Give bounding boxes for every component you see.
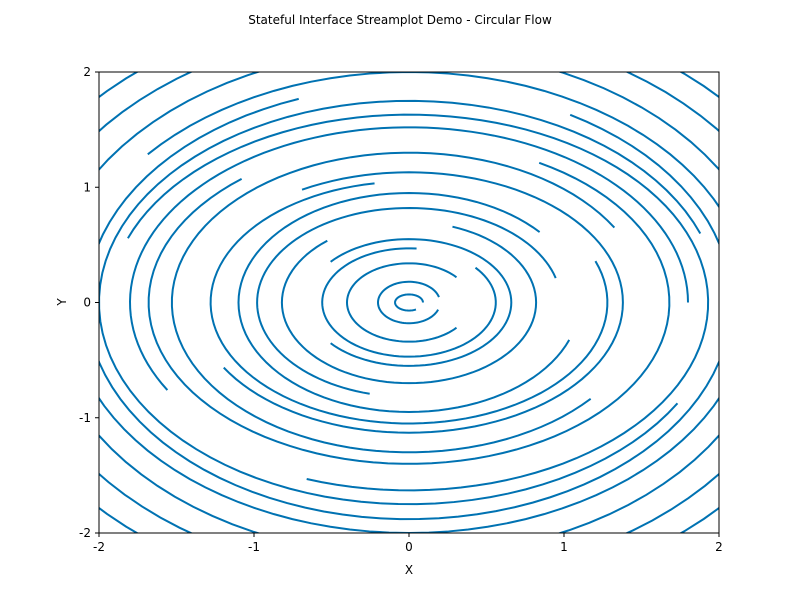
y-tick-label: 1	[83, 180, 91, 194]
x-axis-label: X	[405, 563, 413, 577]
streamline	[147, 161, 671, 465]
streamline	[345, 262, 458, 343]
x-tick-label: 1	[560, 540, 568, 554]
y-axis-label: Y	[55, 298, 69, 307]
y-axis-ticks: -2 -1 0 1 2	[79, 65, 99, 540]
streamline	[99, 72, 719, 533]
streamline	[280, 225, 538, 385]
x-axis-ticks: -2 -1 0 1 2	[93, 533, 723, 554]
streamline	[99, 72, 719, 533]
streamline	[99, 97, 719, 521]
y-tick-label: -2	[79, 526, 91, 540]
streamline	[377, 280, 440, 325]
streamline	[99, 72, 719, 533]
streamline	[330, 238, 513, 367]
x-tick-label: -2	[93, 540, 105, 554]
y-tick-label: 0	[83, 296, 91, 310]
streamlines	[99, 72, 719, 533]
y-tick-label: -1	[79, 411, 91, 425]
streamline	[223, 171, 624, 434]
y-tick-label: 2	[83, 65, 91, 79]
streamline	[170, 151, 616, 454]
streamline	[394, 293, 424, 312]
streamline	[321, 247, 497, 358]
streamline	[128, 126, 689, 391]
x-tick-label: -1	[248, 540, 260, 554]
streamline	[99, 72, 719, 533]
streamline	[209, 182, 609, 425]
chart-title: Stateful Interface Streamplot Demo - Cir…	[248, 13, 552, 27]
streamline	[99, 99, 702, 506]
x-tick-label: 2	[715, 540, 723, 554]
streamline	[237, 192, 571, 413]
x-tick-label: 0	[405, 540, 413, 554]
streamline	[256, 206, 557, 395]
streamline	[127, 113, 710, 492]
